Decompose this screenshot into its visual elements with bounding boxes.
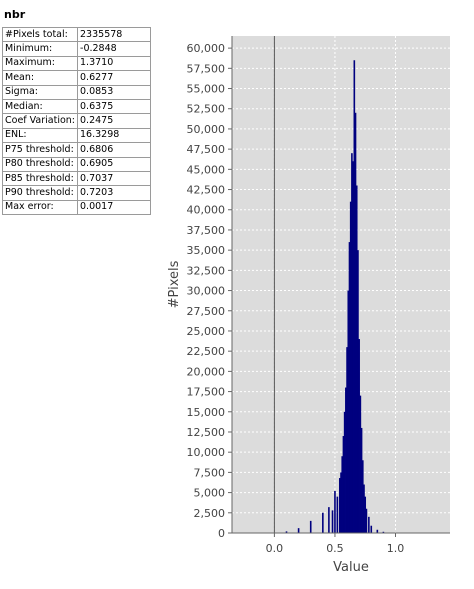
histogram-bar bbox=[343, 411, 346, 533]
histogram-bar bbox=[347, 290, 350, 533]
y-tick-label: 20,000 bbox=[187, 365, 226, 378]
y-tick-label: 27,500 bbox=[187, 305, 226, 318]
statistics-row: Mean: 0.6277 bbox=[1, 70, 152, 86]
histogram-bar bbox=[285, 531, 288, 533]
histogram-bar bbox=[345, 387, 347, 533]
histogram-bar bbox=[349, 201, 352, 533]
statistic-label: Max error: bbox=[1, 199, 79, 216]
band-name-label: nbr bbox=[4, 8, 26, 21]
y-tick-label: 50,000 bbox=[187, 123, 226, 136]
x-tick-label: 0.5 bbox=[326, 542, 344, 555]
histogram-bar bbox=[354, 112, 357, 534]
histogram-bar bbox=[346, 347, 348, 533]
histogram-bar bbox=[340, 472, 342, 533]
histogram-bar bbox=[357, 250, 359, 533]
histogram-bar bbox=[297, 528, 300, 533]
y-tick-label: 15,000 bbox=[187, 406, 226, 419]
y-axis-label: #Pixels bbox=[167, 260, 182, 308]
statistic-value: 0.6905 bbox=[77, 156, 152, 172]
statistics-row: #Pixels total: 2335578 bbox=[1, 26, 152, 43]
statistics-row: Sigma: 0.0853 bbox=[1, 84, 152, 100]
histogram-bar bbox=[309, 520, 312, 533]
histogram-bar bbox=[365, 508, 368, 533]
y-tick-label: 57,500 bbox=[187, 62, 226, 75]
statistics-row: Median: 0.6375 bbox=[1, 98, 152, 115]
histogram-bar bbox=[348, 242, 351, 533]
y-tick-label: 0 bbox=[218, 527, 225, 540]
histogram-bars bbox=[273, 60, 397, 534]
y-tick-label: 5,000 bbox=[194, 487, 226, 500]
histogram-bar bbox=[351, 153, 353, 533]
statistic-value: 0.0017 bbox=[77, 199, 152, 216]
y-tick-label: 30,000 bbox=[187, 285, 226, 298]
histogram-bar bbox=[364, 496, 367, 533]
x-tick-label: 0.0 bbox=[266, 542, 284, 555]
y-tick-label: 25,000 bbox=[187, 325, 226, 338]
statistics-row: P80 threshold: 0.6905 bbox=[1, 156, 152, 172]
histogram-bar bbox=[353, 60, 356, 534]
histogram-bar bbox=[328, 507, 330, 533]
histogram-bar bbox=[370, 525, 373, 533]
histogram-bar bbox=[352, 161, 354, 533]
histogram-bar bbox=[338, 478, 341, 533]
histogram-bar bbox=[341, 456, 344, 533]
histogram-bar bbox=[368, 516, 370, 533]
y-tick-label: 42,500 bbox=[187, 184, 226, 197]
y-tick-label: 32,500 bbox=[187, 264, 226, 277]
plot-area bbox=[232, 36, 450, 533]
y-tick-label: 7,500 bbox=[194, 466, 226, 479]
statistics-row: ENL: 16.3298 bbox=[1, 127, 152, 144]
histogram-bar bbox=[336, 496, 339, 533]
histogram-bar bbox=[362, 460, 364, 533]
histogram-bar bbox=[334, 490, 336, 533]
histogram-bar bbox=[359, 395, 362, 533]
statistics-row: P75 threshold: 0.6806 bbox=[1, 142, 152, 158]
histogram-bar bbox=[342, 436, 345, 533]
y-tick-label: 47,500 bbox=[187, 143, 226, 156]
statistics-row: Max error: 0.0017 bbox=[1, 199, 152, 216]
y-tick-label: 22,500 bbox=[187, 345, 226, 358]
y-tick-label: 35,000 bbox=[187, 244, 226, 257]
y-tick-label: 10,000 bbox=[187, 446, 226, 459]
x-tick-label: 1.0 bbox=[387, 542, 405, 555]
y-tick-label: 40,000 bbox=[187, 204, 226, 217]
histogram-bar bbox=[322, 512, 324, 533]
histogram-bar bbox=[376, 529, 379, 533]
histogram-bar bbox=[358, 339, 360, 533]
y-tick-label: 17,500 bbox=[187, 386, 226, 399]
histogram-bar bbox=[331, 510, 334, 533]
histogram-bar bbox=[355, 185, 358, 533]
y-tick-label: 12,500 bbox=[187, 426, 226, 439]
y-tick-label: 55,000 bbox=[187, 83, 226, 96]
axes: 0 2,500 5,000 7,500 10,000 12,500 15,000 17,500… bbox=[187, 36, 450, 555]
x-axis-label: Value bbox=[333, 560, 369, 575]
y-tick-label: 37,500 bbox=[187, 224, 226, 237]
y-tick-label: 45,000 bbox=[187, 163, 226, 176]
statistics-row: Maximum: 1.3710 bbox=[1, 55, 152, 72]
statistic-label: Coef Variation: bbox=[1, 113, 79, 129]
y-tick-label: 2,500 bbox=[194, 507, 226, 520]
histogram-bar bbox=[360, 427, 363, 533]
histogram-bar bbox=[363, 484, 365, 533]
y-tick-label: 60,000 bbox=[187, 42, 226, 55]
histogram-bar bbox=[382, 531, 385, 533]
y-tick-label: 52,500 bbox=[187, 103, 226, 116]
statistics-table: #Pixels total: 2335578 Minimum: -0.2848 Maxi… bbox=[1, 26, 152, 216]
